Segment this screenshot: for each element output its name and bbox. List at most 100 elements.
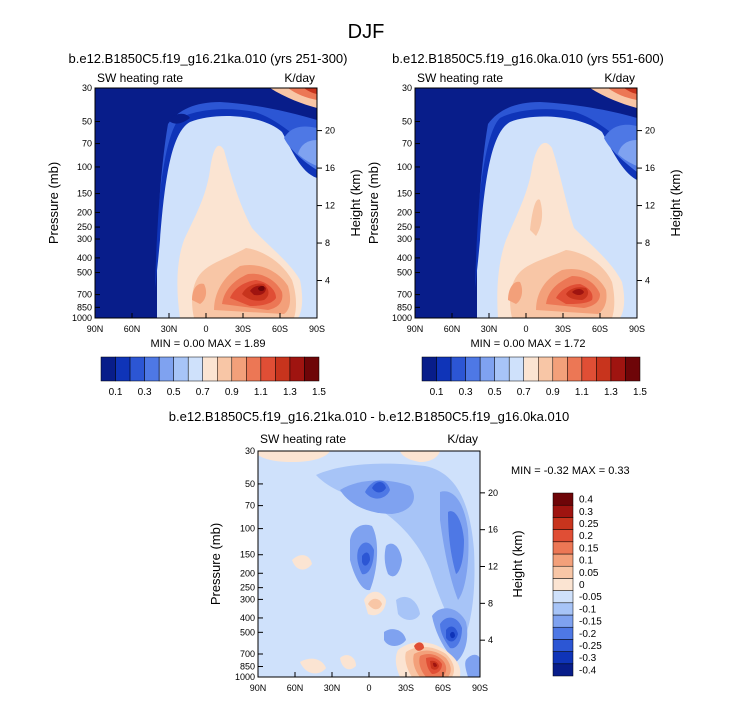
colorbar-swatch	[567, 356, 583, 382]
y-tick-label: 700	[77, 290, 92, 300]
colorbar-swatch	[260, 356, 276, 382]
y-tick-label: 400	[77, 253, 92, 263]
y-tick-label: 70	[82, 139, 92, 149]
panel-left-label: SW heating rate	[260, 432, 346, 446]
x-tick-label: 30N	[324, 683, 341, 693]
colorbar-label: -0.25	[579, 641, 602, 652]
contour-field	[415, 88, 637, 318]
y-tick-label: 300	[240, 594, 255, 604]
y-tick-label: 100	[77, 162, 92, 172]
x-tick-label: 30S	[555, 324, 571, 334]
x-tick-label: 60S	[592, 324, 608, 334]
colorbar-swatch	[552, 553, 574, 567]
colorbar-label: 0.1	[579, 556, 593, 567]
colorbar-swatch	[494, 356, 510, 382]
y-tick-label: 50	[402, 117, 412, 127]
minmax-label: MIN = -0.32 MAX = 0.33	[511, 465, 630, 477]
colorbar-swatch	[552, 356, 568, 382]
colorbar-swatch	[552, 602, 574, 616]
y2-tick-label: 8	[488, 598, 493, 608]
colorbar-label: -0.05	[579, 592, 602, 603]
x-tick-label: 90S	[629, 324, 645, 334]
panel-title: b.e12.B1850C5.f19_g16.0ka.010 (yrs 551-6…	[392, 51, 664, 66]
colorbar-label: 0.4	[579, 495, 593, 506]
colorbar-swatch	[173, 356, 189, 382]
y-tick-label: 850	[240, 662, 255, 672]
x-tick-label: 90S	[309, 324, 325, 334]
minmax-label: MIN = 0.00 MAX = 1.72	[471, 338, 586, 350]
colorbar-swatch	[552, 651, 574, 665]
y-tick-label: 500	[77, 268, 92, 278]
y-tick-label: 250	[240, 583, 255, 593]
colorbar-label: 0.5	[167, 387, 181, 398]
y-tick-label: 200	[397, 207, 412, 217]
colorbar-label: 1.5	[633, 387, 647, 398]
colorbar-label: -0.3	[579, 653, 597, 664]
y2-tick-label: 8	[645, 238, 650, 248]
colorbar-swatch	[552, 614, 574, 628]
colorbar-label: 1.5	[312, 387, 326, 398]
y-tick-label: 500	[240, 627, 255, 637]
colorbar-swatch	[479, 356, 495, 382]
panel-right-label: K/day	[284, 71, 315, 85]
colorbar-label: 0.1	[109, 387, 123, 398]
x-tick-label: 60S	[272, 324, 288, 334]
colorbar-swatch	[115, 356, 131, 382]
y-tick-label: 150	[77, 189, 92, 199]
y-tick-label: 30	[402, 83, 412, 93]
y-axis-title: Pressure (mb)	[366, 162, 381, 244]
colorbar-label: -0.2	[579, 629, 597, 640]
colorbar: 0.1 0.3 0.5 0.7 0.9 1.1 1.3 1.5	[421, 356, 647, 398]
colorbar-swatch	[552, 578, 574, 591]
y-tick-label: 400	[397, 253, 412, 263]
colorbar-swatch	[552, 626, 574, 640]
y2-tick-label: 16	[488, 525, 498, 535]
colorbar-swatch	[100, 356, 116, 382]
colorbar-label: 1.1	[575, 387, 589, 398]
colorbar-swatch	[144, 356, 160, 382]
colorbar-label: 0.9	[225, 387, 239, 398]
x-tick-label: 90N	[250, 683, 267, 693]
colorbar-swatch	[129, 356, 145, 382]
colorbar-label: 0.7	[196, 387, 210, 398]
contour-field	[95, 88, 317, 318]
colorbar-label: 0.3	[459, 387, 473, 398]
y2-tick-label: 16	[325, 163, 335, 173]
colorbar-swatch	[158, 356, 174, 382]
colorbar-label: 0.9	[546, 387, 560, 398]
colorbar-label: 1.3	[283, 387, 297, 398]
axes: 90N 60N 30N 0 30S 60S 90S305070100150200250300…	[72, 83, 335, 334]
colorbar-label: 0	[579, 580, 585, 591]
y2-tick-label: 4	[488, 635, 493, 645]
colorbar-swatch	[610, 356, 626, 382]
x-tick-label: 30N	[161, 324, 178, 334]
y-tick-label: 30	[82, 83, 92, 93]
y-tick-label: 250	[77, 222, 92, 232]
colorbar-swatch	[436, 356, 452, 382]
x-tick-label: 0	[203, 324, 208, 334]
y-tick-label: 150	[240, 550, 255, 560]
colorbar-swatch	[552, 541, 574, 555]
y-tick-label: 100	[240, 524, 255, 534]
y-tick-label: 300	[397, 234, 412, 244]
colorbar-label: 0.3	[138, 387, 152, 398]
colorbar-label: 0.15	[579, 543, 599, 554]
x-tick-label: 90N	[407, 324, 424, 334]
y-tick-label: 200	[240, 568, 255, 578]
panel-title: b.e12.B1850C5.f19_g16.21ka.010 - b.e12.B…	[169, 409, 569, 424]
colorbar-swatch	[625, 356, 641, 382]
y2-tick-label: 12	[325, 201, 335, 211]
x-tick-label: 90N	[87, 324, 104, 334]
y-tick-label: 1000	[235, 672, 255, 682]
colorbar-swatch	[289, 356, 305, 382]
colorbar-label: 0.05	[579, 568, 599, 579]
colorbar-swatch	[202, 356, 218, 382]
colorbar-swatch	[217, 356, 233, 382]
y2-tick-label: 16	[645, 163, 655, 173]
y-tick-label: 1000	[392, 313, 412, 323]
y2-tick-label: 8	[325, 238, 330, 248]
axes: 90N 60N 30N 0 30S 60S 90S305070100150200250300…	[235, 446, 498, 693]
x-tick-label: 0	[366, 683, 371, 693]
y-tick-label: 500	[397, 268, 412, 278]
